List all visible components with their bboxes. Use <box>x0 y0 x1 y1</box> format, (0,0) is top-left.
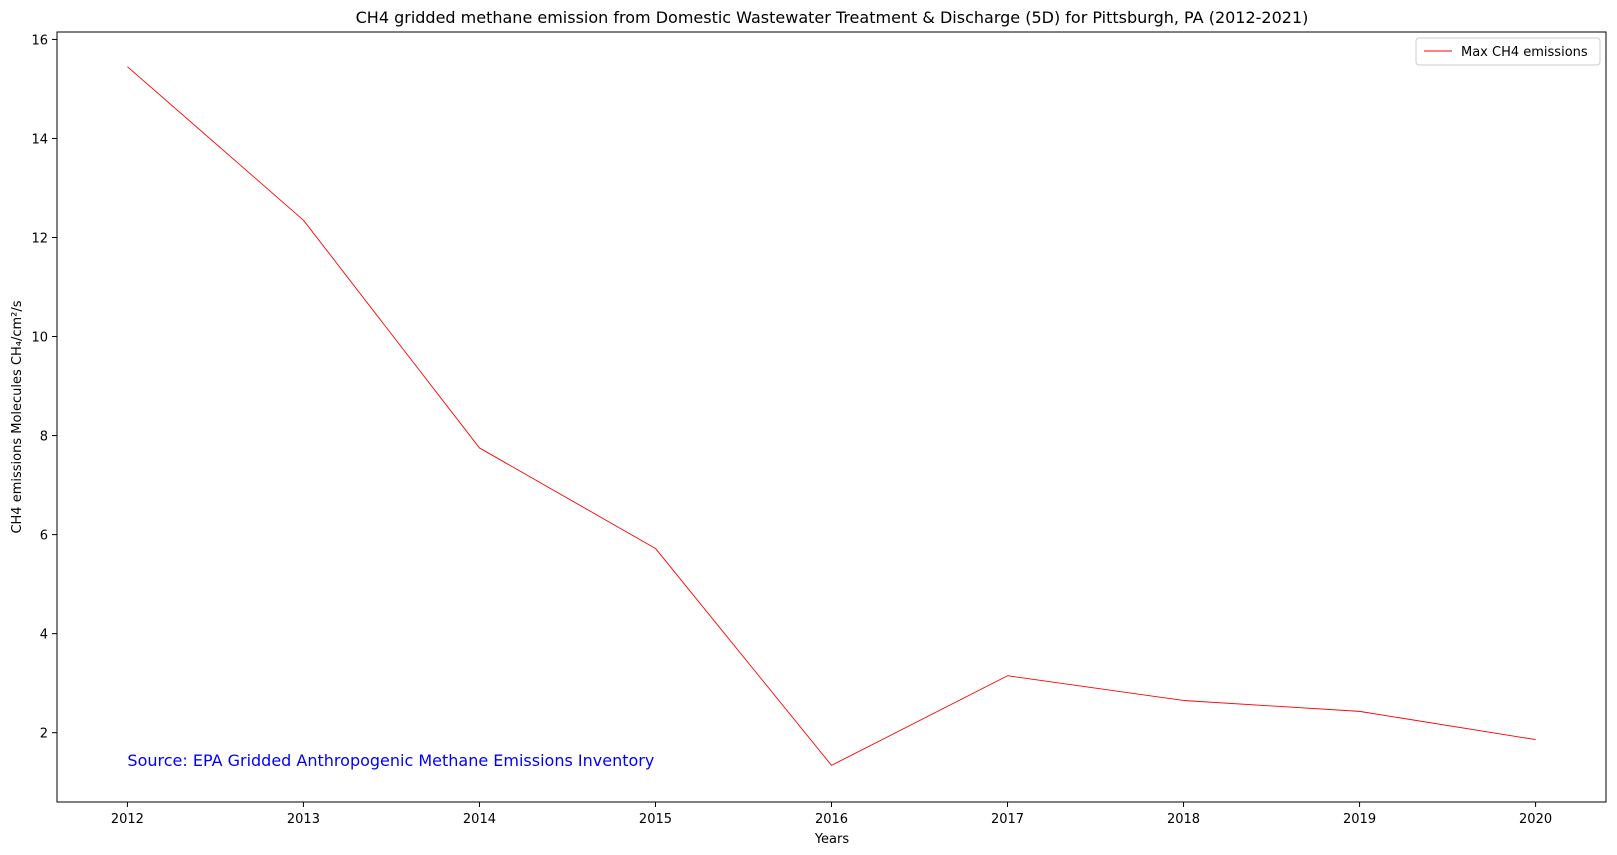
x-tick-label: 2015 <box>639 812 672 827</box>
series-group <box>127 66 1536 766</box>
x-axis-label: Years <box>814 832 850 847</box>
y-tick-label: 2 <box>40 727 48 742</box>
y-tick-label: 8 <box>40 430 48 445</box>
x-tick-label: 2013 <box>287 812 320 827</box>
x-axis: 2012 2013 2014 2015 2016 2017 2018 2019 2020 <box>111 802 1552 827</box>
chart-title: CH4 gridded methane emission from Domest… <box>356 8 1309 27</box>
x-tick-label: 2016 <box>815 812 848 827</box>
y-tick-label: 16 <box>31 33 48 48</box>
x-tick-label: 2019 <box>1343 812 1376 827</box>
y-tick-label: 14 <box>31 132 48 147</box>
source-annotation: Source: EPA Gridded Anthropogenic Methan… <box>127 751 654 770</box>
y-axis-label: CH4 emissions Molecules CH₄/cm²/s <box>10 300 25 533</box>
y-tick-label: 10 <box>31 331 48 346</box>
legend-entry-label: Max CH4 emissions <box>1461 45 1588 60</box>
legend: Max CH4 emissions <box>1415 37 1601 66</box>
x-tick-label: 2014 <box>463 812 496 827</box>
x-tick-label: 2020 <box>1519 812 1552 827</box>
x-tick-label: 2012 <box>111 812 144 827</box>
plot-area-frame <box>56 31 1607 803</box>
legend-box <box>1415 37 1601 66</box>
x-tick-label: 2017 <box>991 812 1024 827</box>
y-tick-label: 4 <box>40 628 48 643</box>
y-tick-label: 12 <box>31 231 48 246</box>
x-tick-label: 2018 <box>1167 812 1200 827</box>
y-tick-label: 6 <box>40 529 48 544</box>
y-axis: 2 4 6 8 10 12 14 16 <box>31 33 57 742</box>
series-line-max-ch4-emissions <box>127 66 1536 766</box>
